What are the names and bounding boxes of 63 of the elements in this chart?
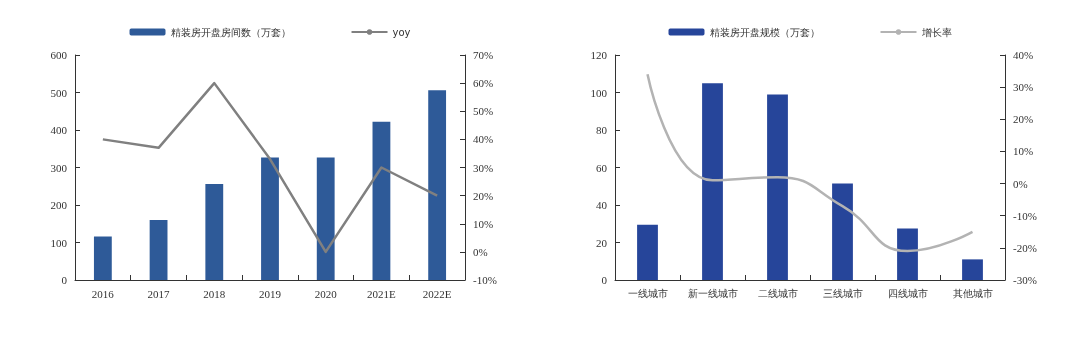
y2-tick-label: 30% <box>473 161 494 174</box>
y-tick-label: 500 <box>50 86 68 99</box>
y2-tick-label: 0% <box>1013 177 1028 190</box>
y2-tick-label: 0% <box>473 245 488 258</box>
y2-tick-label: 10% <box>1013 145 1034 158</box>
y2-tick-label: -20% <box>1013 241 1037 254</box>
y-tick-label: 120 <box>590 49 608 61</box>
y2-tick-label: 40% <box>473 133 494 146</box>
y-tick-label: 100 <box>590 86 608 99</box>
bar <box>93 236 112 280</box>
legend-label: 精装房开盘规模（万套） <box>709 26 820 38</box>
bar <box>261 157 279 280</box>
y2-tick-label: 50% <box>473 105 494 118</box>
y2-tick-label: 10% <box>473 217 494 230</box>
y-tick-label: 400 <box>50 124 68 136</box>
y-tick-label: 40 <box>596 199 608 211</box>
y-tick-label: 100 <box>50 236 68 249</box>
y-tick-label: 300 <box>50 161 68 174</box>
x-tick-label: 三线城市 <box>822 287 863 299</box>
x-tick-label: 一线城市 <box>627 287 668 299</box>
y-tick-label: 0 <box>61 274 68 286</box>
bar <box>372 121 391 280</box>
y-tick-label: 20 <box>596 236 608 249</box>
x-tick-label: 2017 <box>147 287 171 300</box>
y2-tick-label: 20% <box>473 189 494 202</box>
x-tick-label: 二线城市 <box>757 287 798 299</box>
y-tick-label: 200 <box>50 199 68 211</box>
y2-tick-label: -10% <box>473 274 497 286</box>
x-tick-label: 2020 <box>314 287 338 300</box>
bar <box>767 94 788 280</box>
bar <box>962 259 983 280</box>
bar <box>897 228 918 280</box>
legend-label: 精装房开盘房间数（万套） <box>170 26 291 38</box>
bar <box>316 157 335 280</box>
x-tick-label: 2021E <box>367 287 397 300</box>
x-tick-label: 2016 <box>91 287 115 300</box>
bar <box>205 184 224 280</box>
y2-tick-label: 20% <box>1013 113 1034 126</box>
y-tick-label: 80 <box>596 124 608 136</box>
y-tick-label: 60 <box>596 161 608 174</box>
bar <box>637 224 658 280</box>
x-tick-label: 2019 <box>259 287 282 300</box>
y2-tick-label: -10% <box>1013 209 1037 222</box>
y2-tick-label: -30% <box>1013 274 1037 286</box>
y2-tick-label: 60% <box>473 77 494 90</box>
bar <box>428 90 447 280</box>
x-tick-label: 2022E <box>422 287 452 300</box>
y2-tick-label: 70% <box>473 49 494 61</box>
bar <box>702 83 723 280</box>
legend-label: yoy <box>392 26 411 38</box>
y-tick-label: 0 <box>601 274 608 286</box>
legend-label: 增长率 <box>920 26 952 38</box>
x-tick-label: 2018 <box>203 287 226 300</box>
line-series <box>101 81 439 254</box>
line-series <box>646 73 974 253</box>
x-tick-label: 四线城市 <box>887 287 928 299</box>
bar <box>149 220 168 280</box>
x-tick-label: 其他城市 <box>952 287 993 299</box>
x-tick-label: 新一线城市 <box>687 287 738 299</box>
y2-tick-label: 40% <box>1013 49 1034 61</box>
y-tick-label: 600 <box>50 49 68 61</box>
bar <box>832 183 853 280</box>
y2-tick-label: 30% <box>1013 81 1034 94</box>
